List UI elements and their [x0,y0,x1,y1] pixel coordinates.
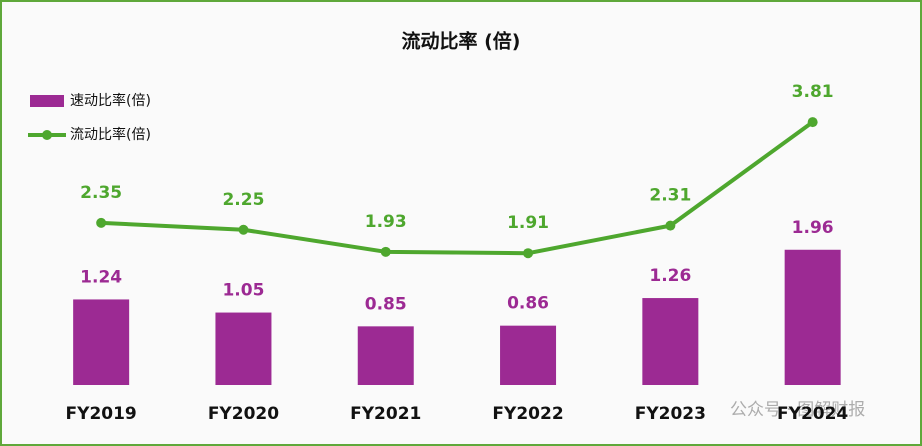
line-point [807,117,818,128]
bar [73,299,130,385]
data-label: 2.25 [222,190,264,210]
line-point [380,246,391,257]
x-tick-label: FY2024 [777,404,848,424]
bar [500,325,557,385]
line-point [238,224,249,235]
x-tick-label: FY2022 [492,404,563,424]
line [101,120,814,256]
x-tick-label: FY2023 [635,404,706,424]
legend-label: 速动比率(倍) [70,92,151,109]
bar [784,249,841,385]
data-label: 2.35 [80,183,122,203]
data-label: 2.31 [649,186,691,206]
data-label: 0.85 [365,294,407,314]
watermark: 公众号 · 图解财报 [730,400,865,420]
line-point [96,217,107,228]
legend-swatch [42,130,52,140]
data-label: 1.96 [792,218,834,238]
legend-label: 流动比率(倍) [70,126,151,143]
line-point [665,220,676,231]
data-label: 3.81 [792,82,834,102]
data-label: 0.86 [507,294,549,314]
data-label: 1.05 [222,281,264,301]
bar [357,326,414,385]
line-point [523,248,534,259]
bar [215,312,272,385]
data-label: 1.93 [365,212,407,232]
data-label: 1.26 [649,266,691,286]
data-label: 1.91 [507,213,549,233]
x-tick-label: FY2020 [208,404,279,424]
legend-swatch [30,95,64,107]
chart-title: 流动比率 (倍) [402,30,521,53]
x-tick-label: FY2019 [66,404,137,424]
bar [642,298,699,385]
x-tick-label: FY2021 [350,404,421,424]
data-label: 1.24 [80,267,122,287]
